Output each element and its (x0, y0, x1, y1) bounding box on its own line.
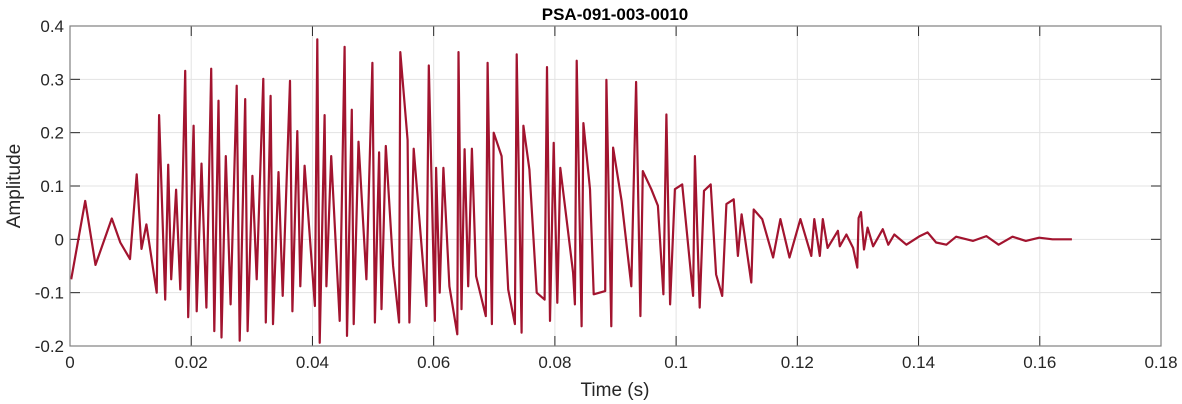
axes-box (69, 25, 1162, 347)
x-tick-label: 0.06 (417, 353, 450, 372)
x-tick-label: 0.08 (538, 353, 571, 372)
y-tick-label: 0.4 (40, 17, 64, 36)
x-tick-label: 0.1 (664, 353, 688, 372)
y-tick-label: 0.3 (40, 70, 64, 89)
y-tick-label: 0 (55, 230, 64, 249)
x-tick-label: 0.16 (1023, 353, 1056, 372)
x-tick-label: 0.14 (902, 353, 935, 372)
x-tick-label: 0.02 (175, 353, 208, 372)
y-tick-label: -0.1 (35, 284, 64, 303)
y-tick-label: 0.1 (40, 177, 64, 196)
x-tick-label: 0.04 (296, 353, 329, 372)
x-tick-label: 0.12 (781, 353, 814, 372)
chart-title: PSA-091-003-0010 (542, 5, 688, 24)
y-axis-label: Amplitude (4, 144, 25, 229)
y-tick-label: -0.2 (35, 337, 64, 356)
x-tick-label: 0.18 (1144, 353, 1177, 372)
ticks: 0 0.02 0.04 0.06 0.08 0.1 0.12 0.14 0.16 0.18 -0.2… (35, 17, 1178, 372)
y-tick-label: 0.2 (40, 124, 64, 143)
x-axis-label: Time (s) (581, 380, 650, 401)
series-line (70, 38, 1072, 344)
x-tick-label: 0 (65, 353, 74, 372)
